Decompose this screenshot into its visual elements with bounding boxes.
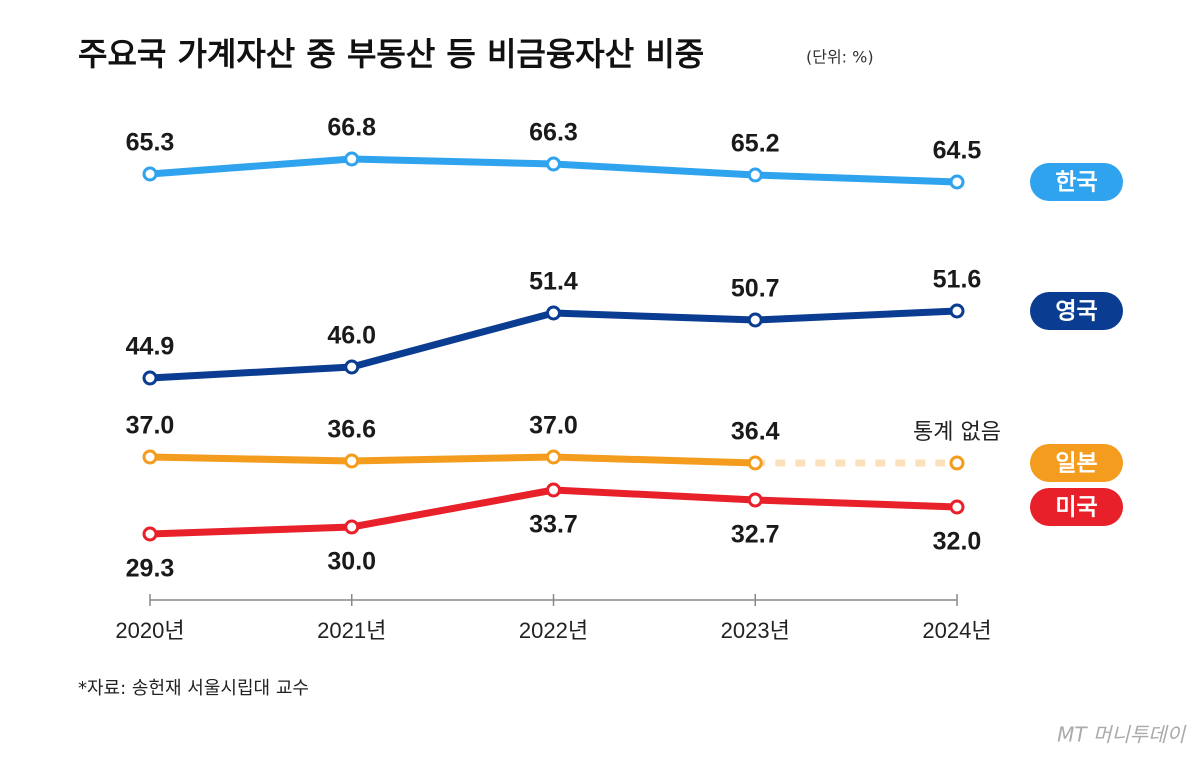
point	[546, 305, 561, 321]
point	[344, 519, 360, 535]
legend-label: 일본	[1055, 451, 1097, 477]
point	[747, 312, 763, 328]
chart-subtitle: (단위: %)	[806, 48, 874, 67]
value-label: 32.7	[731, 521, 780, 549]
point	[142, 526, 158, 542]
legend-label: 한국	[1055, 170, 1097, 196]
x-tick-label: 2022년	[519, 618, 588, 643]
series-line	[149, 453, 756, 467]
chart-title: 주요국 가계자산 중 부동산 등 비금융자산 비중	[78, 35, 704, 73]
legend-pill	[1030, 292, 1123, 330]
value-label: 33.7	[529, 511, 578, 539]
value-label: 65.3	[126, 129, 175, 157]
value-label: 51.4	[529, 268, 578, 296]
point	[344, 151, 360, 167]
point	[949, 499, 965, 515]
x-tick-label: 2023년	[721, 618, 790, 643]
legend-pill	[1030, 488, 1123, 526]
value-label: 36.6	[327, 416, 376, 444]
value-label: 51.6	[933, 266, 982, 294]
value-label: 29.3	[126, 555, 175, 583]
legend-label: 영국	[1055, 299, 1097, 325]
no-data-marker	[949, 455, 965, 471]
value-label: 44.9	[126, 333, 175, 361]
value-label: 37.0	[126, 412, 175, 440]
point	[747, 455, 763, 471]
value-label: 32.0	[933, 528, 982, 556]
point	[747, 167, 763, 183]
point	[949, 303, 965, 319]
point	[949, 174, 965, 190]
point	[546, 482, 561, 498]
point	[142, 370, 158, 386]
logo: MT 머니투데이	[1057, 723, 1186, 747]
point	[546, 449, 561, 465]
legend-label: 미국	[1055, 495, 1097, 521]
point	[747, 492, 763, 508]
annotation: 통계 없음	[913, 420, 1001, 445]
value-label: 66.3	[529, 119, 578, 147]
point	[344, 453, 360, 469]
legend-pill	[1030, 163, 1123, 201]
point	[344, 359, 360, 375]
point	[142, 449, 158, 465]
value-label: 30.0	[327, 548, 376, 576]
point	[142, 166, 158, 182]
series-line	[149, 307, 958, 382]
value-label: 65.2	[731, 130, 780, 158]
value-label: 64.5	[933, 137, 982, 165]
x-tick-label: 2020년	[115, 618, 184, 643]
x-tick-label: 2024년	[922, 618, 991, 643]
value-label: 37.0	[529, 412, 578, 440]
value-label: 50.7	[731, 275, 780, 303]
value-label: 66.8	[327, 114, 376, 142]
x-tick-label: 2021년	[317, 618, 386, 643]
legend-pill	[1030, 444, 1123, 482]
source: *자료: 송헌재 서울시립대 교수	[78, 678, 309, 699]
value-label: 36.4	[731, 418, 780, 446]
value-label: 46.0	[327, 322, 376, 350]
point	[546, 156, 561, 172]
